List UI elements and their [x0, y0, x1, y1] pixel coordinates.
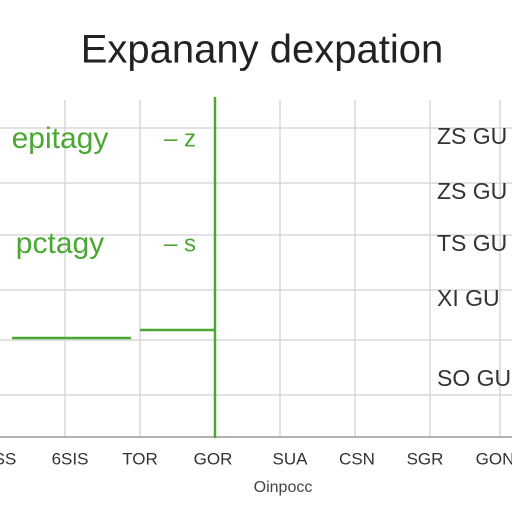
left-label: pctagy — [16, 227, 104, 260]
title: Expanany dexpation — [81, 28, 444, 72]
left-label: epitagy — [12, 122, 109, 155]
right-label: TS GU — [437, 230, 507, 256]
right-label: XI GU — [437, 285, 500, 311]
x-tick-label: GOR — [194, 449, 233, 468]
grid — [0, 100, 512, 438]
x-tick-label: TOR — [122, 449, 158, 468]
x-tick-label: SUA — [273, 449, 309, 468]
x-axis-label: Oinpocc — [254, 479, 313, 496]
marker-label: – z — [164, 125, 196, 152]
right-label: SO GU — [437, 365, 511, 391]
x-tick-label: GON — [476, 449, 512, 468]
x-tick-label: CSN — [339, 449, 375, 468]
x-tick-label: 6SIS — [52, 449, 89, 468]
x-tick-label: SS — [0, 449, 16, 468]
labels: epitagy pctagy – z – s ZS GU ZS GU TS GU XI GU S… — [0, 122, 512, 496]
right-label: ZS GU — [437, 123, 507, 149]
x-tick-label: SGR — [407, 449, 444, 468]
right-label: ZS GU — [437, 178, 507, 204]
marker-label: – s — [164, 230, 196, 257]
